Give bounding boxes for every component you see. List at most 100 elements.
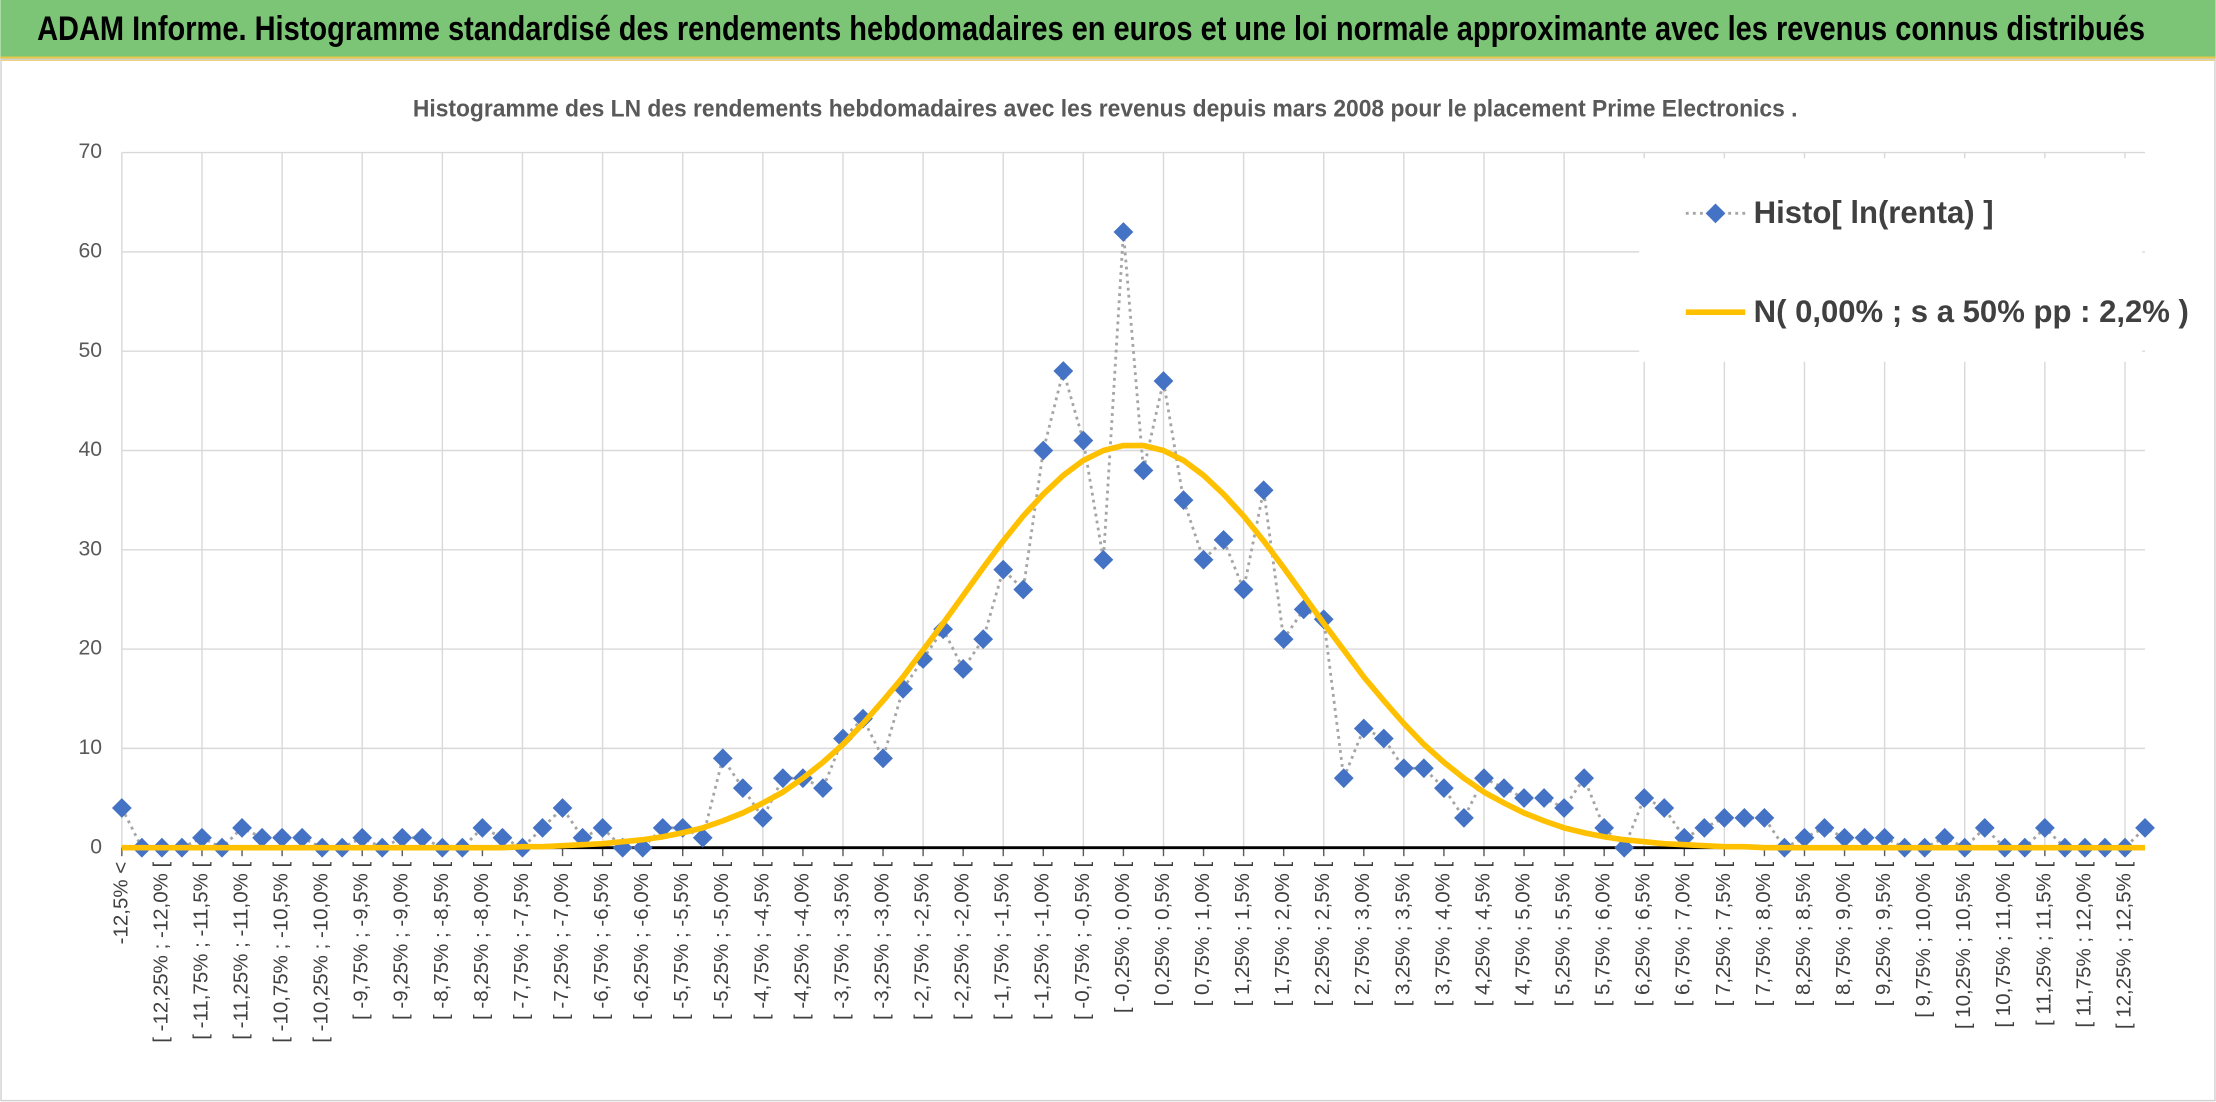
series-line bbox=[121, 442, 2146, 851]
data-point bbox=[712, 748, 733, 769]
data-point bbox=[1834, 827, 1855, 848]
data-point bbox=[111, 798, 132, 818]
x-tick-label: [ 12,25% ; 12,5% [ bbox=[2112, 862, 2135, 1030]
data-point bbox=[973, 629, 994, 650]
y-tick-label: 40 bbox=[78, 438, 102, 461]
legend-label: Histo[ ln(renta) ] bbox=[1754, 195, 1994, 230]
y-tick-label: 20 bbox=[78, 637, 102, 660]
data-point bbox=[232, 817, 252, 838]
y-tick-label: 30 bbox=[78, 537, 102, 560]
data-point bbox=[472, 817, 493, 838]
data-point bbox=[1874, 827, 1895, 848]
x-tick-label: [ 5,25% ; 5,5% [ bbox=[1552, 862, 1575, 1007]
x-tick-label: [ -6,25% ; -6,0% [ bbox=[630, 862, 653, 1020]
x-tick-label: [ -9,25% ; -9,0% [ bbox=[390, 862, 413, 1020]
x-tick-label: [ -12,25% ; -12,0% [ bbox=[149, 862, 172, 1043]
data-point bbox=[772, 768, 793, 789]
header-bar bbox=[0, 0, 2216, 60]
data-point bbox=[1714, 808, 1735, 828]
data-point bbox=[953, 659, 974, 679]
x-tick-label: [ 1,25% ; 1,5% [ bbox=[1231, 862, 1254, 1007]
x-tick-label: [ -8,25% ; -8,0% [ bbox=[470, 862, 493, 1020]
x-tick-label: [ -6,75% ; -6,5% [ bbox=[590, 862, 613, 1020]
data-point bbox=[1093, 549, 1114, 570]
x-tick-label: [ -7,75% ; -7,5% [ bbox=[510, 862, 533, 1020]
x-tick-label: [ -1,25% ; -1,0% [ bbox=[1031, 862, 1054, 1020]
data-point bbox=[1213, 529, 1234, 550]
data-point bbox=[1454, 808, 1474, 828]
data-point bbox=[1113, 222, 1134, 242]
x-tick-label: [ -8,75% ; -8,5% [ bbox=[430, 862, 453, 1020]
data-point bbox=[1013, 579, 1034, 600]
data-point bbox=[272, 827, 292, 848]
data-point bbox=[1474, 768, 1494, 789]
x-tick-label: [ 10,75% ; 11,0% [ bbox=[1992, 862, 2015, 1028]
x-tick-label: [ 3,75% ; 4,0% [ bbox=[1431, 862, 1454, 1007]
x-tick-label: [ 11,75% ; 12,0% [ bbox=[2072, 862, 2095, 1028]
data-point bbox=[1073, 430, 1094, 451]
data-point bbox=[1574, 768, 1595, 789]
x-tick-label: [ 6,25% ; 6,5% [ bbox=[1632, 862, 1655, 1007]
data-point bbox=[873, 748, 893, 769]
x-tick-label: [ 5,75% ; 6,0% [ bbox=[1592, 862, 1615, 1007]
data-point bbox=[692, 827, 713, 848]
series-line bbox=[120, 231, 2147, 851]
x-tick-label: -12,5% < bbox=[109, 862, 132, 945]
x-tick-label: [ 6,75% ; 7,0% [ bbox=[1672, 862, 1695, 1007]
data-point bbox=[392, 827, 413, 848]
data-point bbox=[1554, 798, 1574, 818]
data-point bbox=[652, 817, 673, 838]
data-point bbox=[1053, 361, 1074, 381]
data-point bbox=[993, 559, 1014, 580]
legend-box bbox=[1639, 158, 2143, 362]
data-point bbox=[192, 827, 212, 848]
x-tick-label: [ -1,75% ; -1,5% [ bbox=[991, 862, 1014, 1020]
data-point bbox=[1974, 817, 1995, 838]
x-tick-label: [ 4,25% ; 4,5% [ bbox=[1471, 862, 1494, 1007]
x-tick-label: [ 10,25% ; 10,5% [ bbox=[1952, 862, 1975, 1030]
data-point bbox=[1694, 817, 1715, 838]
x-tick-label: [ 8,75% ; 9,0% [ bbox=[1832, 862, 1855, 1007]
x-tick-label: [ -11,75% ; -11,5% [ bbox=[189, 862, 212, 1040]
data-point bbox=[1193, 549, 1214, 570]
x-tick-label: [ -0,75% ; -0,5% [ bbox=[1071, 862, 1094, 1020]
y-tick-label: 10 bbox=[78, 736, 102, 759]
x-tick-label: [ 1,75% ; 2,0% [ bbox=[1271, 862, 1294, 1007]
x-tick-label: [ -3,25% ; -3,0% [ bbox=[870, 862, 893, 1020]
data-point bbox=[1814, 817, 1835, 838]
legend-label: N( 0,00% ; s a 50% pp : 2,2% ) bbox=[1754, 294, 2189, 329]
data-point bbox=[1153, 371, 1174, 391]
data-point bbox=[492, 827, 513, 848]
x-tick-label: [ -11,25% ; -11,0% [ bbox=[229, 862, 252, 1040]
x-tick-label: [ -5,75% ; -5,5% [ bbox=[670, 862, 693, 1020]
x-tick-label: [ -4,75% ; -4,5% [ bbox=[750, 862, 773, 1020]
x-tick-label: [ 0,25% ; 0,5% [ bbox=[1151, 862, 1174, 1007]
data-point bbox=[1494, 778, 1514, 799]
y-tick-label: 70 bbox=[78, 140, 102, 163]
x-tick-label: [ 11,25% ; 11,5% [ bbox=[2032, 862, 2055, 1027]
data-point bbox=[1413, 758, 1434, 779]
page-title: ADAM Informe. Histogramme standardisé de… bbox=[37, 10, 2145, 48]
data-point bbox=[292, 827, 313, 848]
data-point bbox=[732, 778, 753, 799]
data-point bbox=[1754, 808, 1775, 828]
data-point bbox=[813, 778, 833, 799]
y-tick-label: 0 bbox=[90, 835, 102, 858]
x-tick-label: [ 3,25% ; 3,5% [ bbox=[1391, 862, 1414, 1007]
data-point bbox=[2135, 817, 2155, 838]
x-tick-label: [ -3,75% ; -3,5% [ bbox=[830, 862, 853, 1020]
x-tick-label: [ 2,75% ; 3,0% [ bbox=[1351, 862, 1374, 1007]
x-tick-label: [ -7,25% ; -7,0% [ bbox=[550, 862, 573, 1020]
data-point bbox=[1373, 728, 1394, 749]
data-point bbox=[1594, 817, 1615, 838]
x-tick-label: [ 7,25% ; 7,5% [ bbox=[1712, 862, 1735, 1007]
frame bbox=[0, 58, 2216, 1102]
x-tick-label: [ -0,25% ; 0,0% [ bbox=[1111, 862, 1134, 1014]
data-point bbox=[252, 827, 272, 848]
x-tick-label: [ 9,25% ; 9,5% [ bbox=[1872, 862, 1895, 1007]
x-tick-label: [ -9,75% ; -9,5% [ bbox=[350, 862, 373, 1020]
data-point bbox=[1854, 827, 1875, 848]
x-tick-label: [ 4,75% ; 5,0% [ bbox=[1511, 862, 1534, 1007]
